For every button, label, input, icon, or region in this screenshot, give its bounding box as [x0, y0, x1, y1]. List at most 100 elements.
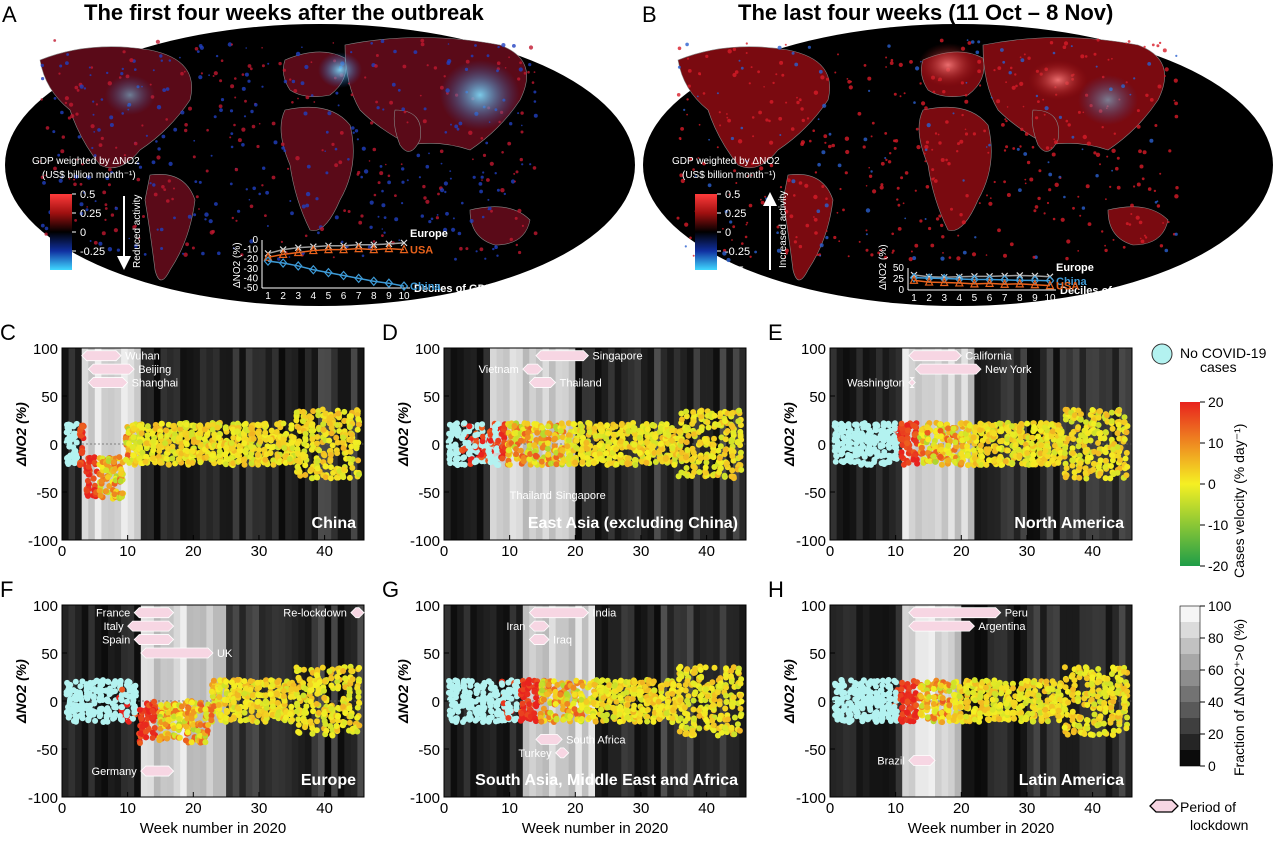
activity-dot [116, 248, 120, 252]
activity-dot [446, 61, 451, 65]
continent-india [1031, 109, 1060, 152]
activity-dot [908, 257, 913, 262]
activity-dot [194, 180, 198, 184]
europe-reduction-hotspot [318, 52, 362, 88]
activity-dot [401, 107, 406, 111]
data-point [119, 490, 126, 497]
activity-dot [1085, 184, 1090, 189]
data-point [308, 427, 315, 434]
data-point [1077, 460, 1084, 467]
inset-ytick-label: 0 [252, 235, 258, 246]
data-point [137, 444, 143, 451]
activity-dot [880, 161, 885, 166]
data-point [545, 451, 552, 458]
activity-dot [793, 240, 798, 244]
activity-dot [863, 137, 868, 142]
activity-dot [947, 162, 951, 166]
activity-dot [1149, 138, 1154, 143]
activity-dot [76, 89, 80, 92]
activity-dot [833, 235, 837, 240]
activity-dot [383, 231, 386, 234]
data-point [465, 443, 472, 450]
data-point [349, 464, 356, 471]
activity-dot [53, 39, 57, 42]
activity-dot [289, 78, 292, 81]
data-point [598, 428, 605, 435]
activity-dot [356, 138, 359, 141]
activity-dot [1143, 45, 1146, 49]
activity-dot [188, 106, 192, 111]
activity-dot [1136, 182, 1141, 187]
colorbar-tick-label: -0.5 [725, 265, 744, 277]
data-point [211, 431, 218, 438]
activity-dot [728, 193, 731, 196]
data-point [105, 458, 112, 465]
activity-dot [1153, 189, 1157, 193]
data-point [683, 454, 689, 461]
activity-dot [416, 153, 421, 158]
activity-dot [479, 189, 483, 194]
data-point [722, 418, 729, 425]
fraction-band [994, 348, 1002, 540]
activity-dot [1079, 214, 1082, 217]
activity-dot [295, 51, 301, 57]
data-point [335, 474, 342, 481]
data-point [669, 437, 675, 444]
activity-dot [445, 211, 449, 216]
lockdown-label: California [965, 351, 1012, 363]
activity-dot [305, 203, 310, 208]
activity-dot [1062, 45, 1067, 49]
data-point [163, 455, 170, 462]
data-point [526, 456, 533, 463]
activity-dot [249, 239, 254, 244]
data-point [603, 435, 610, 442]
activity-dot [361, 254, 365, 258]
ytick-label: -100 [796, 533, 826, 550]
inset-ytick-label: 0 [898, 285, 904, 296]
activity-dot [303, 111, 308, 116]
activity-dot [885, 56, 888, 59]
activity-dot [237, 209, 241, 213]
activity-dot [837, 163, 842, 168]
activity-dot [952, 112, 955, 115]
activity-dot [1159, 172, 1162, 175]
data-point [296, 468, 303, 475]
activity-dot [1081, 206, 1086, 210]
data-point [116, 713, 123, 719]
activity-dot [439, 149, 444, 154]
data-point [262, 429, 269, 436]
data-point [215, 702, 222, 708]
data-point [722, 436, 729, 443]
activity-dot [114, 206, 119, 211]
data-point [684, 472, 691, 479]
data-point [136, 439, 143, 445]
data-point [970, 447, 977, 454]
map-b-colorbar: GDP weighted by ΔNO2 (US$ billion month⁻… [672, 156, 789, 277]
activity-dot [914, 189, 917, 192]
data-point [241, 461, 248, 468]
activity-dot [469, 219, 474, 223]
activity-dot [145, 134, 148, 137]
ytick-label: -50 [804, 485, 826, 502]
data-point [104, 678, 111, 685]
data-point [111, 491, 118, 498]
activity-dot [53, 166, 57, 171]
activity-dot [83, 87, 87, 90]
activity-dot [479, 247, 484, 252]
activity-dot [230, 43, 233, 46]
continent-south-america [144, 173, 196, 281]
data-point [839, 440, 846, 447]
data-point [149, 707, 156, 714]
data-point [209, 426, 216, 433]
data-point [1044, 442, 1051, 449]
activity-dot [149, 182, 152, 185]
lockdown-period [87, 377, 129, 388]
data-point [250, 435, 257, 442]
ytick-label: 100 [801, 341, 826, 358]
activity-dot [79, 202, 84, 207]
data-point [1062, 406, 1069, 413]
y-axis-label: ΔNO2 (%) [395, 402, 411, 467]
activity-dot [377, 181, 381, 185]
activity-dot [1140, 239, 1145, 244]
data-point [904, 435, 911, 442]
